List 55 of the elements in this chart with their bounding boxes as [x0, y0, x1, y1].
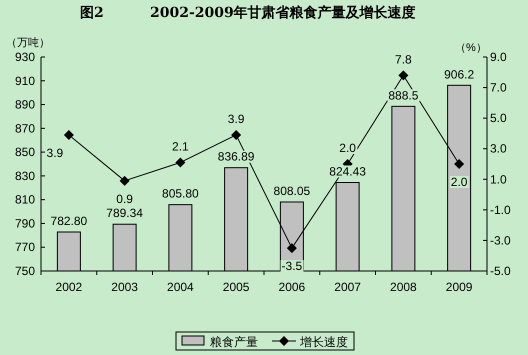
y2-tick-label: 3.0 — [490, 142, 508, 156]
y-tick-label: 810 — [14, 192, 36, 207]
x-tick-label: 2003 — [111, 280, 138, 294]
x-tick-label: 2007 — [334, 280, 362, 294]
data-label: 805.80 — [162, 186, 200, 201]
y2-tick-label: -3.0 — [490, 233, 512, 248]
y-tick-label: 910 — [14, 74, 36, 88]
legend-label: 增长速度 — [299, 335, 348, 349]
point — [454, 159, 464, 169]
y-tick-label: 830 — [14, 168, 36, 183]
y-tick-label: 930 — [14, 50, 36, 64]
y2-tick-label: 1.0 — [490, 172, 508, 186]
data-label: 808.05 — [274, 184, 311, 198]
y2-axis-title: （%） — [455, 42, 487, 54]
y2-tick-label: -5.0 — [490, 264, 512, 278]
y2-tick-label: 5.0 — [490, 111, 508, 126]
data-label: 2.1 — [172, 139, 190, 154]
y-tick-label: 750 — [14, 264, 36, 278]
x-tick-label: 2006 — [278, 280, 306, 294]
data-label: 2.0 — [450, 175, 468, 189]
point — [120, 176, 130, 186]
data-label: 789.34 — [106, 206, 144, 220]
y-tick-label: 890 — [14, 98, 36, 112]
y2-tick-label: 9.0 — [490, 50, 508, 64]
y-tick-label: 850 — [14, 145, 36, 160]
data-label: 3.9 — [228, 112, 245, 126]
point — [286, 243, 297, 254]
y-axis-title: （万吨） — [6, 36, 50, 49]
point — [398, 70, 408, 80]
point — [64, 130, 74, 140]
y-tick-label: 770 — [14, 240, 36, 254]
data-label: 906.2 — [444, 67, 474, 82]
data-label: 782.80 — [50, 214, 88, 228]
y2-tick-label: 7.0 — [490, 80, 508, 95]
data-label: 888.5 — [388, 88, 419, 102]
chart-title: 图2 — [80, 5, 104, 21]
data-label: 2.0 — [339, 141, 356, 155]
data-label: 836.89 — [218, 150, 255, 164]
point — [231, 130, 242, 140]
data-label: 0.9 — [116, 192, 134, 206]
data-label: -3.5 — [282, 259, 303, 274]
y-tick-label: 790 — [14, 216, 36, 230]
data-label: 3.9 — [46, 146, 64, 160]
chart-subtitle: 2002-2009年甘肃省粮食产量及增长速度 — [150, 4, 416, 21]
data-label: 824.43 — [329, 164, 366, 179]
x-tick-label: 2009 — [446, 280, 473, 294]
x-tick-label: 2004 — [167, 280, 194, 294]
data-label: 7.8 — [395, 52, 412, 66]
y2-tick-label: -1.0 — [490, 202, 512, 217]
legend-label: 粮食产量 — [210, 335, 258, 349]
x-tick-label: 2008 — [390, 280, 418, 294]
x-tick-label: 2005 — [222, 280, 250, 294]
y-tick-label: 870 — [14, 121, 36, 136]
point — [175, 157, 186, 168]
x-tick-label: 2002 — [56, 280, 83, 294]
